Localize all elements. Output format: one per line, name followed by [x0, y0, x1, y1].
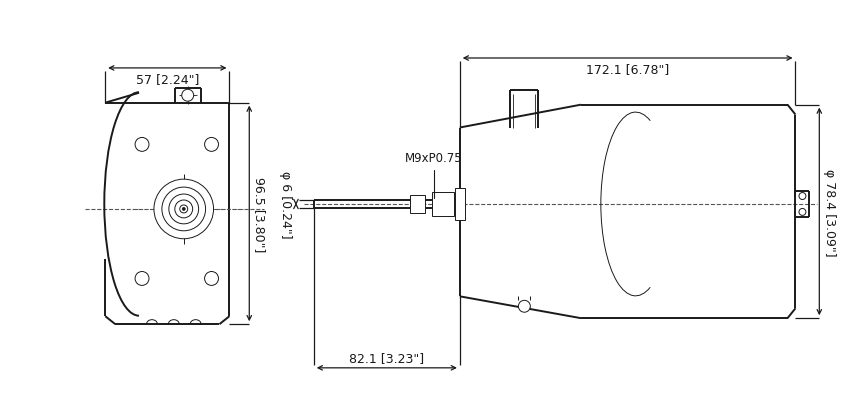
Circle shape [179, 205, 188, 213]
Circle shape [205, 272, 218, 286]
Text: φ 6 [0.24"]: φ 6 [0.24"] [279, 171, 292, 238]
Circle shape [135, 138, 149, 152]
Circle shape [175, 200, 192, 218]
Circle shape [205, 138, 218, 152]
Circle shape [799, 193, 806, 200]
Text: 82.1 [3.23"]: 82.1 [3.23"] [349, 351, 424, 364]
Bar [410, 196, 425, 213]
Bar [455, 188, 465, 220]
Circle shape [182, 208, 186, 211]
Circle shape [162, 188, 205, 231]
Circle shape [182, 90, 193, 102]
Text: φ 78.4 [3.09"]: φ 78.4 [3.09"] [824, 168, 837, 255]
Text: 96.5 [3.80"]: 96.5 [3.80"] [253, 176, 266, 251]
Text: 172.1 [6.78"]: 172.1 [6.78"] [586, 63, 669, 76]
Bar [432, 192, 453, 217]
Circle shape [799, 209, 806, 216]
Circle shape [169, 194, 199, 224]
Circle shape [154, 180, 213, 239]
Text: M9xP0.75: M9xP0.75 [405, 152, 463, 199]
Circle shape [135, 272, 149, 286]
Text: 57 [2.24"]: 57 [2.24"] [135, 73, 199, 86]
Circle shape [518, 301, 531, 312]
